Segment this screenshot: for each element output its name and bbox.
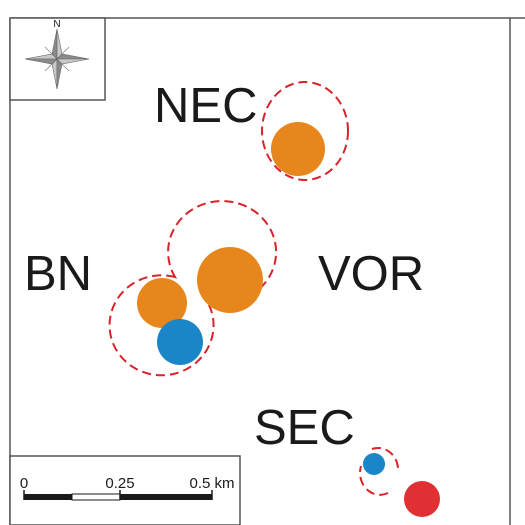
marker-sec-red bbox=[404, 481, 440, 517]
marker-bn-orange bbox=[137, 278, 187, 328]
boundary-nec bbox=[261, 81, 349, 181]
scale-label-025: 0.25 bbox=[105, 475, 134, 492]
site-markers bbox=[137, 122, 440, 517]
boundary-bn-vor bbox=[108, 200, 278, 377]
marker-nec-orange bbox=[271, 122, 325, 176]
scale-label-0: 0 bbox=[20, 475, 28, 492]
site-label-sec: SEC bbox=[254, 401, 355, 455]
marker-sec-blue bbox=[363, 453, 385, 475]
scale-label-05: 0.5 km bbox=[189, 475, 234, 492]
marker-vor-orange bbox=[197, 247, 263, 313]
marker-bn-blue bbox=[157, 319, 203, 365]
site-boundaries bbox=[108, 81, 399, 496]
site-label-nec: NEC bbox=[154, 79, 257, 133]
compass-rose-icon: N bbox=[9, 17, 106, 101]
boundary-sec bbox=[359, 446, 399, 496]
site-label-bn: BN bbox=[24, 247, 92, 301]
scale-bar: 0 0.25 0.5 km bbox=[9, 455, 241, 525]
compass-north-label: N bbox=[53, 19, 60, 30]
site-label-vor: VOR bbox=[318, 247, 424, 301]
